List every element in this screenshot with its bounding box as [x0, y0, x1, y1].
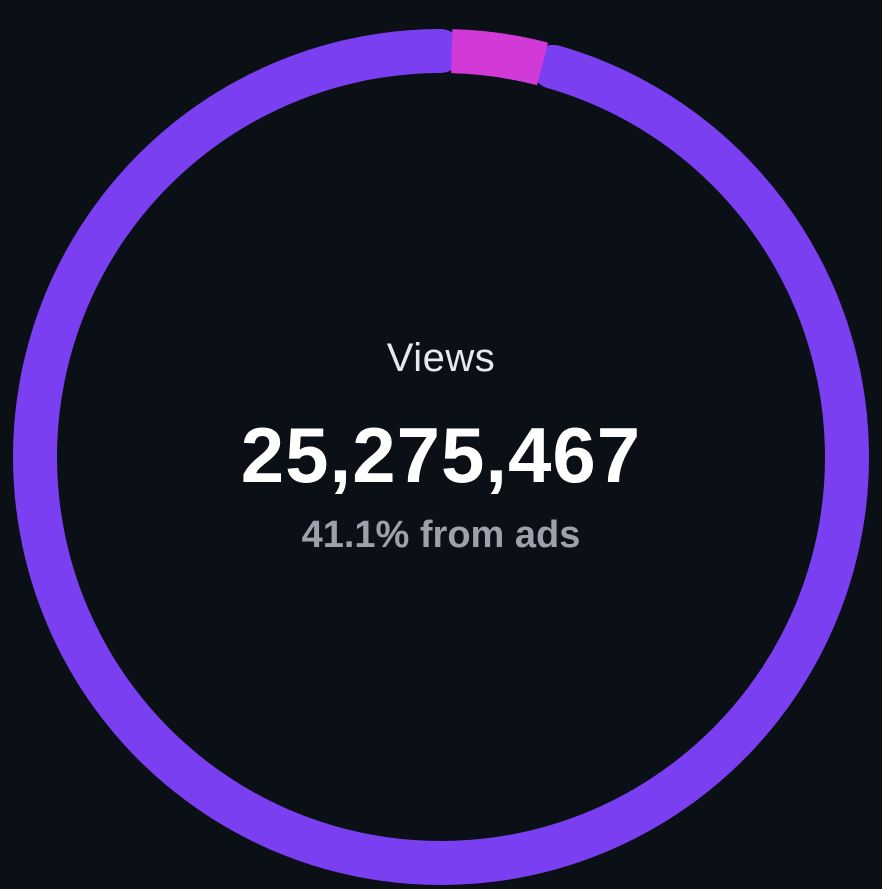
- slice-organic: [13, 29, 869, 885]
- slice-accent: [450, 29, 549, 86]
